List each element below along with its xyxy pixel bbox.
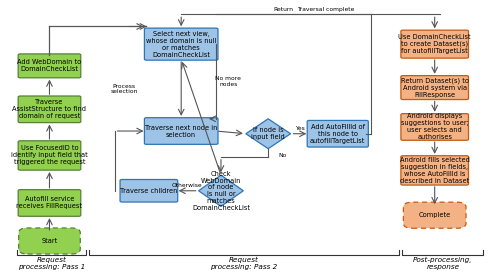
Text: Otherwise: Otherwise: [172, 183, 203, 188]
Text: Return: Return: [274, 7, 293, 12]
Text: Use DomainCheckList
to create Dataset(s)
for autofillTargetList: Use DomainCheckList to create Dataset(s)…: [398, 34, 471, 54]
Text: Select next view,
whose domain is null
or matches
DomainCheckList: Select next view, whose domain is null o…: [146, 31, 216, 58]
Text: Traverse next node in
selection: Traverse next node in selection: [145, 124, 218, 138]
FancyBboxPatch shape: [18, 228, 80, 254]
Text: No more
nodes: No more nodes: [216, 76, 242, 87]
Text: Yes: Yes: [295, 126, 304, 131]
FancyBboxPatch shape: [18, 54, 81, 78]
FancyBboxPatch shape: [18, 190, 81, 216]
Text: Android fills selected
suggestion in fields,
whose AutoFillId is
described in Da: Android fills selected suggestion in fie…: [400, 157, 469, 184]
FancyBboxPatch shape: [401, 30, 468, 58]
Text: Check
WebDomain
of node
Is null or
matches
DomainCheckList: Check WebDomain of node Is null or match…: [192, 171, 250, 211]
Polygon shape: [198, 175, 244, 206]
Text: Add AutoFillId of
this node to
autofillTargetList: Add AutoFillId of this node to autofillT…: [310, 124, 366, 144]
Text: Use FocusedID to
identify input field that
triggered the request: Use FocusedID to identify input field th…: [11, 145, 88, 165]
FancyBboxPatch shape: [120, 179, 178, 202]
FancyBboxPatch shape: [401, 156, 468, 185]
Text: Post-processing,
response: Post-processing, response: [413, 257, 472, 270]
Text: Complete: Complete: [418, 212, 451, 218]
Text: Request
processing: Pass 1: Request processing: Pass 1: [18, 257, 85, 270]
Text: Traversal complete: Traversal complete: [296, 7, 354, 12]
Text: Add WebDomain to
DomainCheckList: Add WebDomain to DomainCheckList: [18, 59, 82, 72]
Text: If node is
input field: If node is input field: [252, 127, 285, 140]
Text: Autofill service
receives FillRequest: Autofill service receives FillRequest: [16, 196, 82, 210]
Text: Traverse
AssistStructure to find
domain of request: Traverse AssistStructure to find domain …: [12, 99, 86, 119]
Polygon shape: [246, 119, 290, 149]
FancyBboxPatch shape: [404, 202, 466, 228]
FancyBboxPatch shape: [144, 118, 218, 144]
Text: Process
selection: Process selection: [110, 84, 138, 94]
Text: Start: Start: [42, 238, 58, 244]
Text: Return Dataset(s) to
Android system via
FillResponse: Return Dataset(s) to Android system via …: [400, 77, 468, 98]
Text: Traverse children: Traverse children: [120, 188, 178, 194]
Text: No: No: [278, 153, 286, 158]
FancyBboxPatch shape: [144, 28, 218, 60]
FancyBboxPatch shape: [18, 141, 81, 170]
FancyBboxPatch shape: [401, 114, 468, 140]
Text: Request
processing: Pass 2: Request processing: Pass 2: [210, 257, 278, 270]
FancyBboxPatch shape: [307, 121, 368, 147]
Text: Android displays
suggestions to user;
user selects and
authorises: Android displays suggestions to user; us…: [401, 113, 468, 141]
FancyBboxPatch shape: [401, 76, 468, 99]
FancyBboxPatch shape: [18, 96, 81, 122]
